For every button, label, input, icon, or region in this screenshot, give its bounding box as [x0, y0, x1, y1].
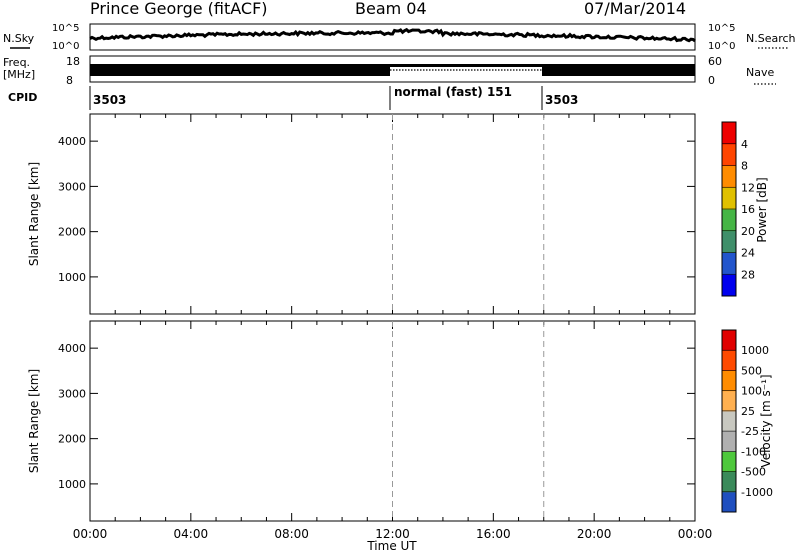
- freq-label: Freq.: [3, 56, 30, 69]
- y-tick-label: 4000: [58, 135, 86, 148]
- noise-left-tick-top: 10^5: [52, 23, 79, 34]
- y-tick-label: 2000: [58, 226, 86, 239]
- freq-unit-label: [MHz]: [3, 68, 35, 81]
- freq-band-3: [542, 64, 695, 76]
- noise-right-tick-bottom: 10^0: [708, 41, 735, 52]
- y-tick-label: 3000: [58, 180, 86, 193]
- y-tick-label: 1000: [58, 271, 86, 284]
- noise-right-tick-top: 10^5: [708, 23, 735, 34]
- cpid-seg-1: normal (fast) 151: [394, 85, 512, 99]
- cpid-seg-0: 3503: [93, 93, 126, 107]
- cpid-seg-2: 3503: [545, 93, 578, 107]
- nsearch-label: N.Search: [746, 32, 796, 45]
- freq-band-2-top: [390, 64, 542, 67]
- nave-label: Nave: [746, 66, 774, 79]
- noise-trace-line: [89, 27, 696, 43]
- date-label: 07/Mar/2014: [584, 0, 686, 18]
- nave-right-tick-top: 60: [708, 55, 722, 68]
- freq-left-tick-top: 18: [66, 55, 80, 68]
- freq-band-1: [90, 64, 390, 76]
- power-axis: 1000 2000 3000 4000: [58, 114, 696, 314]
- nsky-label: N.Sky: [3, 32, 35, 45]
- noise-left-tick-bottom: 10^0: [52, 41, 79, 52]
- noise-trace: [89, 27, 696, 43]
- freq-left-tick-bottom: 8: [66, 74, 73, 87]
- cpid-label: CPID: [8, 91, 37, 104]
- station-title: Prince George (fitACF): [90, 0, 268, 18]
- power-ylabel: Slant Range [km]: [27, 162, 41, 266]
- beam-label: Beam 04: [355, 0, 427, 18]
- nave-right-tick-bottom: 0: [708, 74, 715, 87]
